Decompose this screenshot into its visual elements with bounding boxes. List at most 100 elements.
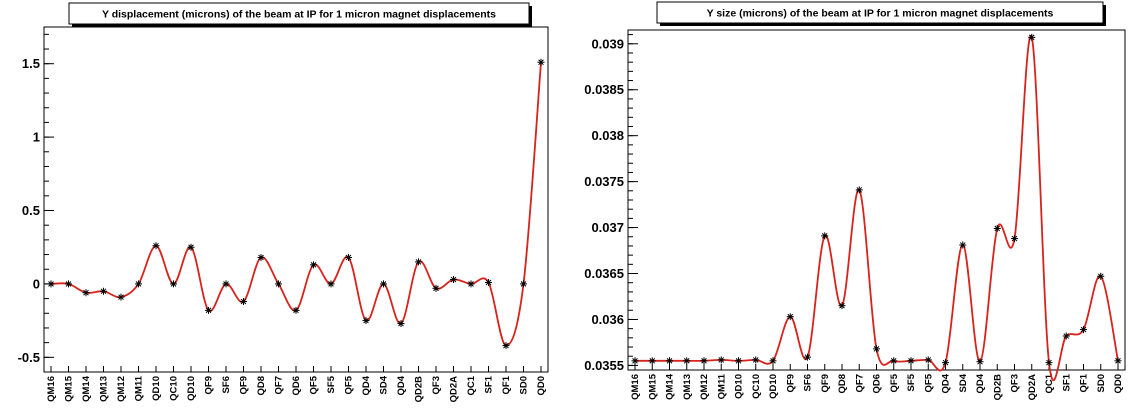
chart-y-size: 0.0355 0.036 0.0365 0.037 0.0375 0.038 0.0385 0… [584,1,1126,401]
x-tick-label: QF9 [239,376,250,394]
data-point-marker [769,357,777,365]
y-tick-label: 0.5 [22,203,40,218]
x-tick-label: QM15 [647,373,658,400]
data-point-marker [362,317,370,325]
y-tick-label: 0.038 [591,128,624,143]
x-tick-label: QD2B [414,376,425,403]
title-box [656,1,1104,24]
x-tick-label: QD2B [992,374,1003,401]
chart-title: Y size (microns) of the beam at IP for 1… [707,8,1054,20]
x-tick-label: SF1 [484,375,495,393]
data-point-marker [310,261,317,269]
chart-panel-y-displacement: -0.5 0 0.5 1 1.5 QM16 QM15 QM14 QM13 QM12 QM11 QD10… [0,0,560,418]
data-point-marker [47,280,55,288]
data-point-marker [993,224,1001,232]
x-tick-label: QM16 [46,376,57,402]
data-point-marker [976,358,984,366]
x-tick-label: QD10 [734,374,745,399]
x-tick-label: SF1 [1061,373,1072,391]
x-tick-label: SF5 [906,373,917,391]
y-tick-label: 0.037 [591,220,624,235]
data-point-marker [275,280,282,288]
chart-title: Y displacement (microns) of the beam at … [102,9,496,21]
data-point-marker [257,253,265,261]
data-point-marker [432,284,440,292]
x-tick-label: QF7 [854,374,865,392]
x-tick-label: SD4 [958,373,969,392]
x-tick-label: QF5 [923,373,934,392]
x-tick-label: QF9 [785,374,796,392]
data-point-marker [1080,326,1087,334]
x-tick-label: QF1 [1079,373,1090,392]
data-point-marker [345,253,352,261]
data-point-marker [100,287,107,295]
data-point-marker [205,306,212,314]
data-point-marker [873,345,880,353]
series-line [635,34,1119,382]
data-point-marker [648,357,656,365]
data-point-marker [1045,359,1053,367]
data-point-marker [1028,33,1036,41]
chart-panel-y-size: 0.0355 0.036 0.0365 0.037 0.0375 0.038 0.0385 0… [568,0,1135,418]
data-point-marker [804,353,811,361]
data-point-marker [683,357,691,365]
x-tick-label: QD10 [186,376,197,401]
data-point-marker [821,232,829,240]
x-tick-label: QD4 [361,375,372,395]
data-point-marker [397,320,405,328]
x-tick-label: QD0 [536,376,547,396]
y-tick-label: 0.039 [591,36,624,51]
data-point-marker [502,342,510,350]
data-point-marker [135,280,142,288]
data-point-marker [537,58,545,66]
x-tick-label: QF3 [1010,374,1021,392]
y-tick-label: 1 [33,130,40,145]
data-point-marker [240,298,247,306]
x-tick-label: QD4 [941,373,952,393]
x-tick-label: QD6 [872,374,883,394]
data-point-marker [520,280,527,288]
x-tick-label: QF9 [820,374,831,392]
x-tick-label: QD8 [256,376,267,396]
x-tick-label: QD0 [1113,374,1124,394]
data-point-marker [1011,235,1018,243]
data-point-marker [415,258,422,266]
series-line [50,62,542,347]
x-tick-label: QM16 [630,374,641,400]
x-tick-label: QM12 [699,374,710,400]
data-point-marker [450,276,457,284]
data-point-marker [187,243,195,251]
data-point-marker [222,280,230,288]
data-point-marker [666,357,673,365]
y-tick-label: -0.5 [18,350,40,365]
x-tick-label: QM11 [134,375,145,401]
x-tick-label: QF9 [204,376,215,394]
x-tick-label: QM13 [682,374,693,400]
data-point-marker [1114,357,1122,365]
y-tick-label: 0.0355 [584,358,624,373]
x-tick-label: QF7 [274,376,285,394]
data-point-marker [631,357,639,365]
x-tick-label: SF6 [803,374,814,391]
plot-frame [627,29,1126,371]
x-tick-label: QM15 [64,375,75,402]
data-point-marker [942,359,949,367]
plot-frame [43,26,549,373]
x-tick-label: QD2A [1027,374,1038,401]
data-point-marker [65,280,72,288]
data-point-marker [735,357,742,365]
x-tick-label: QM12 [116,376,127,402]
x-tick-label: QC10 [169,376,180,401]
x-tick-label: QC1 [1044,373,1055,393]
y-tick-label: 0.0365 [584,266,624,281]
x-tick-label: QC1 [466,375,477,395]
data-point-marker [82,289,90,297]
data-point-marker [924,356,932,364]
data-point-marker [855,186,863,194]
data-point-marker [485,278,492,286]
x-tick-label: QF3 [431,376,442,394]
data-point-marker [838,302,846,310]
y-tick-label: 0.0385 [584,82,624,97]
data-point-marker [786,313,794,321]
x-tick-label: QF5 [889,373,900,392]
